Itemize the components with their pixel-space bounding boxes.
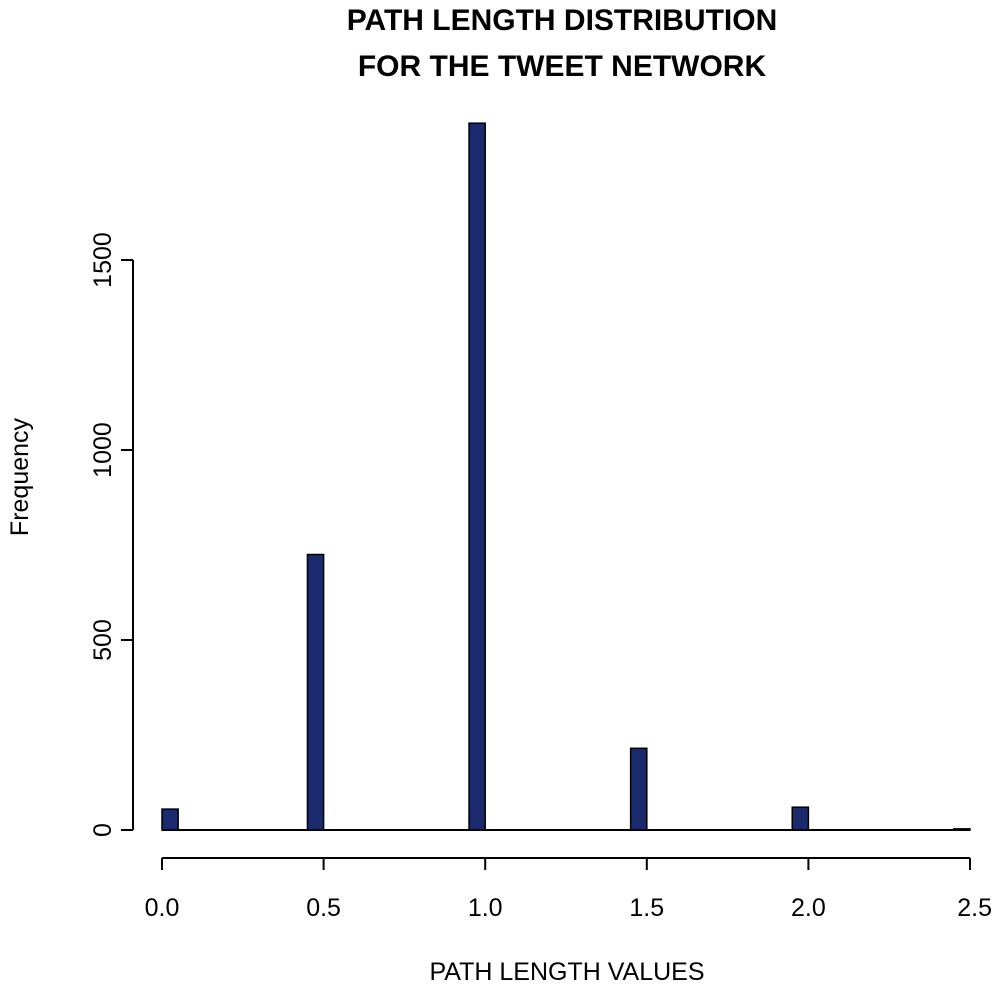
bar-4 — [791, 806, 810, 831]
y-axis-label: Frequency — [6, 417, 34, 536]
plot-area — [161, 122, 971, 831]
bar-3 — [629, 747, 648, 831]
bar-1 — [306, 553, 325, 831]
y-tick-label: 500 — [89, 619, 117, 661]
y-tick-label: 1500 — [89, 232, 117, 288]
bar-5 — [953, 828, 971, 831]
bar-2 — [468, 122, 486, 831]
x-axis-label: PATH LENGTH VALUES — [429, 958, 704, 986]
y-axis: 0 500 1000 1500 — [89, 232, 134, 837]
x-tick-label: 1.0 — [468, 894, 503, 922]
chart-title-line-2: FOR THE TWEET NETWORK — [358, 50, 767, 83]
x-tick-label: 2.0 — [791, 894, 826, 922]
x-tick-label: 0.5 — [306, 894, 341, 922]
x-axis: 0.0 0.5 1.0 1.5 2.0 2.5 — [145, 857, 992, 922]
bar-0 — [161, 808, 179, 831]
x-tick-label: 1.5 — [629, 894, 664, 922]
x-tick-label: 2.5 — [957, 894, 992, 922]
x-tick-label: 0.0 — [145, 894, 180, 922]
chart-title-line-1: PATH LENGTH DISTRIBUTION — [347, 4, 778, 37]
y-tick-label: 1000 — [89, 422, 117, 478]
bars-group — [161, 122, 971, 831]
y-tick-label: 0 — [89, 823, 117, 837]
